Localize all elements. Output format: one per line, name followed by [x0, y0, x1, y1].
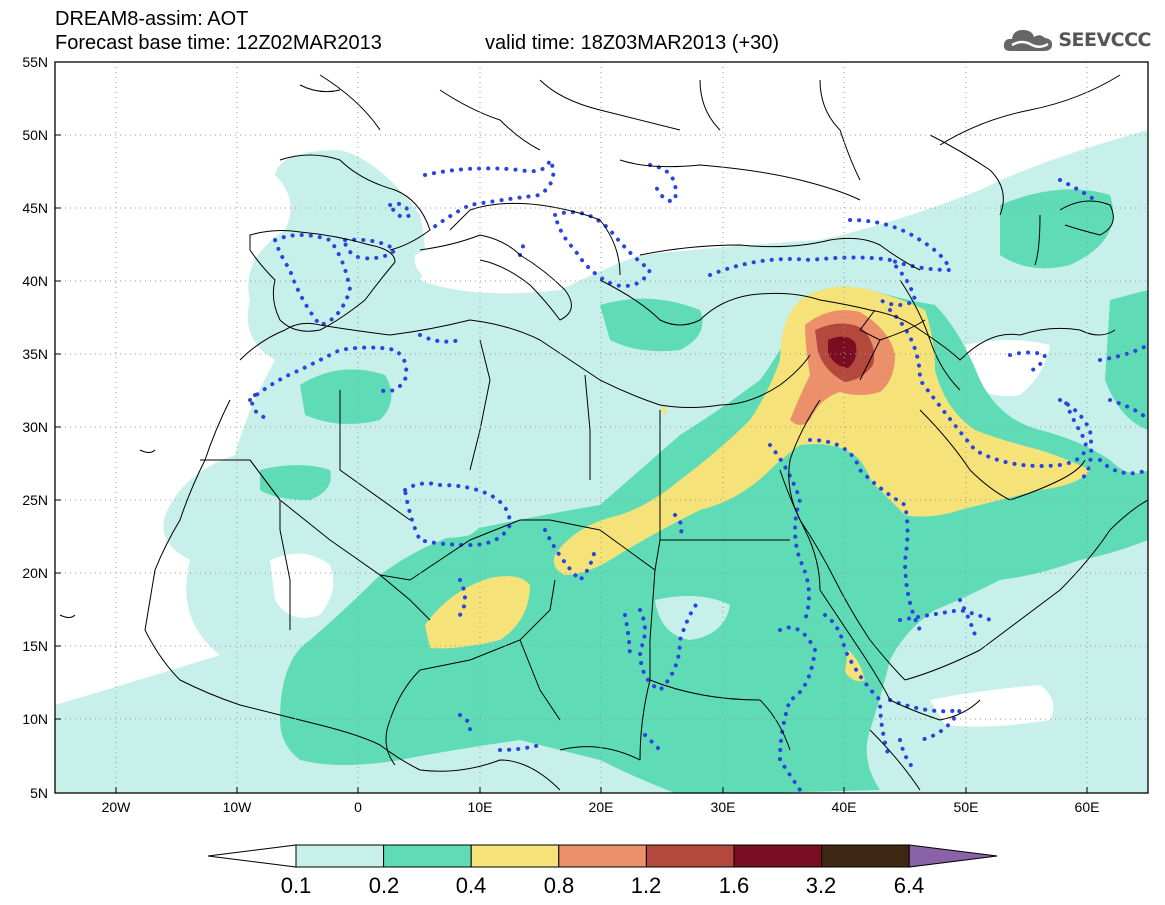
colorbar-label: 1.6: [719, 873, 750, 898]
lon-label: 40E: [832, 799, 857, 815]
lat-label: 30N: [22, 419, 48, 435]
aot-level-1.6: [828, 336, 857, 368]
valid-time: valid time: 18Z03MAR2013 (+30): [485, 32, 780, 54]
cloud-icon: [1004, 30, 1053, 51]
lat-label: 35N: [22, 346, 48, 362]
colorbar: [207, 844, 998, 868]
lon-label: 30E: [711, 799, 736, 815]
lon-label: 60E: [1075, 799, 1100, 815]
plot-title: DREAM8-assim: AOT: [55, 8, 249, 30]
lon-label: 0: [354, 799, 362, 815]
lon-label: 10W: [223, 799, 253, 815]
forecast-base-time: Forecast base time: 12Z02MAR2013: [55, 32, 382, 54]
axis-ticks: [55, 61, 1088, 793]
lon-label: 20E: [589, 799, 614, 815]
lon-label: 50E: [954, 799, 979, 815]
lat-label: 5N: [30, 785, 48, 801]
aot-fields: [55, 62, 1148, 793]
colorbar-label: 1.2: [631, 873, 662, 898]
colorbar-swatch: [558, 844, 647, 868]
colorbar-swatch: [645, 844, 735, 868]
colorbar-swatch: [470, 844, 560, 868]
lat-label: 10N: [22, 711, 48, 727]
lat-label: 45N: [22, 200, 48, 216]
colorbar-label: 0.2: [369, 873, 400, 898]
latitude-labels: 55N 50N 45N 40N 35N 30N 25N 20N 15N 10N …: [22, 54, 48, 801]
colorbar-labels: 0.1 0.2 0.4 0.8 1.2 1.6 3.2 6.4: [281, 873, 925, 898]
lon-label: 20W: [102, 799, 132, 815]
lat-label: 15N: [22, 638, 48, 654]
colorbar-swatch: [383, 844, 472, 868]
coastlines: [59, 74, 1148, 791]
colorbar-label: 0.1: [281, 873, 312, 898]
aot-level-0.4: [553, 286, 1090, 575]
colorbar-label: 0.8: [544, 873, 575, 898]
colorbar-swatch: [733, 844, 823, 868]
lat-label: 40N: [22, 273, 48, 289]
lat-label: 50N: [22, 127, 48, 143]
seevccc-logo: SEEVCCC: [1002, 24, 1151, 56]
colorbar-label: 3.2: [806, 873, 837, 898]
lat-label: 55N: [22, 54, 48, 70]
colorbar-arrow-low: [207, 844, 297, 868]
colorbar-label: 6.4: [894, 873, 925, 898]
longitude-labels: 20W 10W 0 10E 20E 30E 40E 50E 60E: [102, 799, 1100, 815]
lat-label: 20N: [22, 565, 48, 581]
colorbar-label: 0.4: [456, 873, 487, 898]
colorbar-swatch: [821, 844, 910, 868]
colorbar-swatch: [295, 844, 385, 868]
graticule: [55, 62, 1148, 793]
dotted-contours: [248, 154, 1148, 792]
lat-label: 25N: [22, 492, 48, 508]
lon-label: 10E: [468, 799, 493, 815]
logo-text: SEEVCCC: [1058, 29, 1151, 51]
colorbar-arrow-high: [908, 844, 998, 868]
